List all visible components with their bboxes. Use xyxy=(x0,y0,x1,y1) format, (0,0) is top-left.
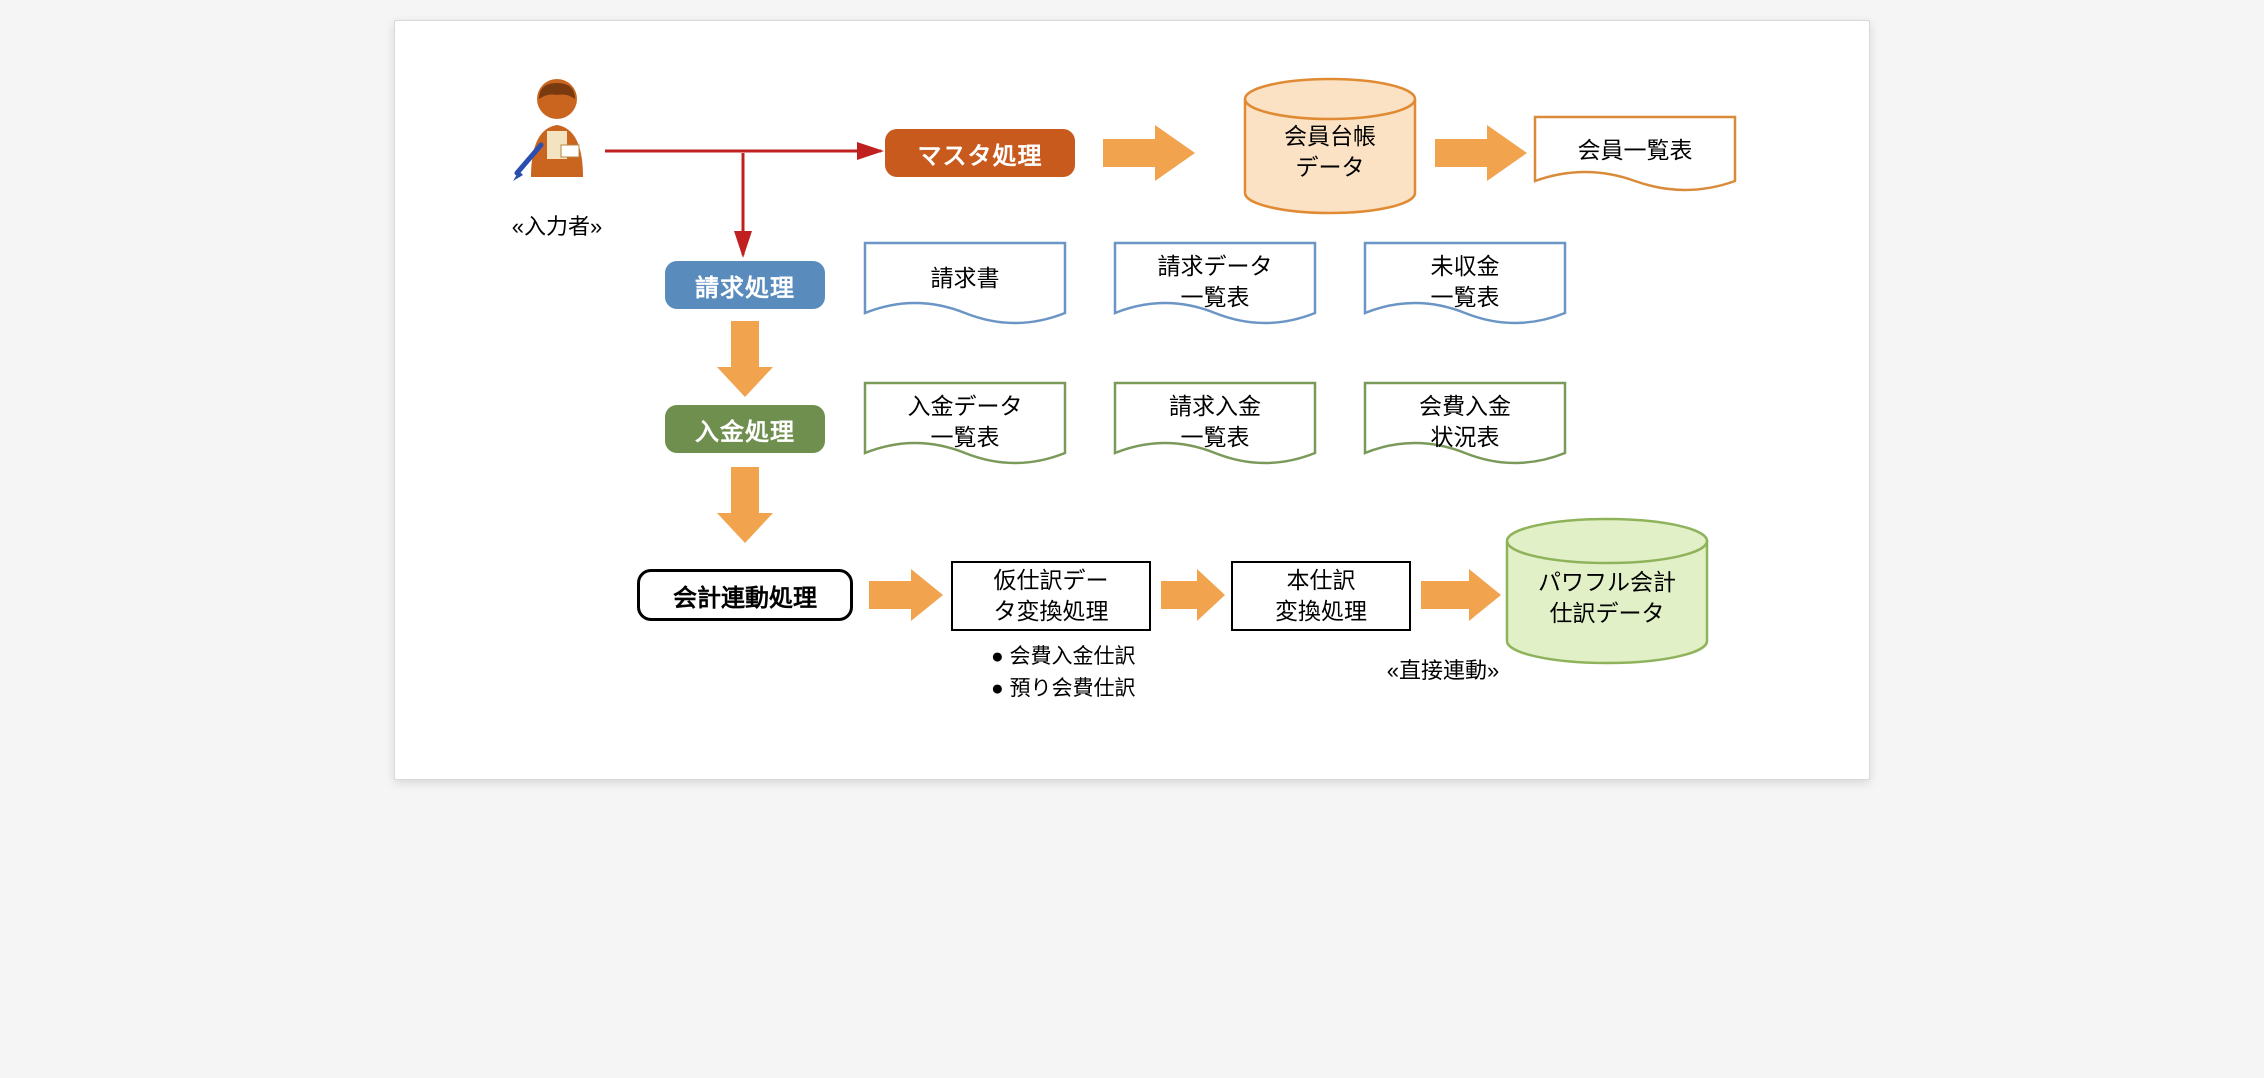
node-hon: 本仕訳 変換処理 xyxy=(1231,561,1411,631)
diagram-frame: «入力者» マスタ処理 請求処理 入金処理 会計連動処理 仮仕訳デー タ変換処理… xyxy=(394,20,1870,780)
doc-unpaid: 未収金 一覧表 xyxy=(1365,243,1565,329)
actor-icon xyxy=(507,73,607,193)
bullets: 会費入金仕訳 預り会費仕訳 xyxy=(991,641,1136,704)
doc-bill-list: 請求データ 一覧表 xyxy=(1115,243,1315,329)
node-payment: 入金処理 xyxy=(665,405,825,453)
doc-bill: 請求書 xyxy=(865,243,1065,329)
node-master: マスタ処理 xyxy=(885,129,1075,177)
bullet-1: 会費入金仕訳 xyxy=(991,641,1136,673)
doc-member-list: 会員一覧表 xyxy=(1535,117,1735,197)
node-billing: 請求処理 xyxy=(665,261,825,309)
caption-direct-link: «直接連動» xyxy=(1363,653,1523,685)
node-account: 会計連動処理 xyxy=(637,569,853,621)
bullet-2: 預り会費仕訳 xyxy=(991,673,1136,705)
doc-billpay: 請求入金 一覧表 xyxy=(1115,383,1315,469)
node-kari: 仮仕訳デー タ変換処理 xyxy=(951,561,1151,631)
doc-fee-status: 会費入金 状況表 xyxy=(1365,383,1565,469)
actor-label: «入力者» xyxy=(477,209,637,241)
doc-pay-list: 入金データ 一覧表 xyxy=(865,383,1065,469)
